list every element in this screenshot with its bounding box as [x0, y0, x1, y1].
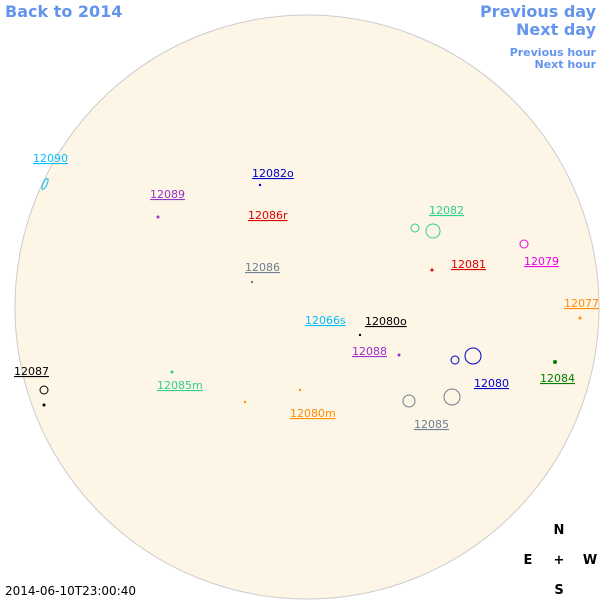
compass-n: N — [554, 523, 565, 538]
region-link[interactable]: 12088 — [352, 345, 387, 358]
dots — [42, 183, 582, 407]
region-link[interactable]: 12085 — [414, 418, 449, 431]
region-link[interactable]: 12089 — [150, 188, 185, 201]
spot — [410, 223, 420, 233]
spot — [402, 394, 416, 408]
dot — [258, 183, 262, 187]
spot — [443, 388, 461, 406]
spot — [450, 355, 460, 365]
dot — [397, 353, 401, 357]
spot — [519, 239, 529, 249]
compass-w: W — [583, 553, 597, 568]
compass-center: + — [554, 553, 565, 568]
region-link[interactable]: 12080o — [365, 315, 407, 328]
back-link[interactable]: Back to 2014 — [5, 2, 122, 21]
region-link[interactable]: 12090 — [33, 152, 68, 165]
region-link[interactable]: 12081 — [451, 258, 486, 271]
next-hour-link[interactable]: Next hour — [535, 58, 597, 71]
spot — [464, 347, 482, 365]
timestamp: 2014-06-10T23:00:40 — [5, 584, 136, 598]
dot — [578, 316, 582, 320]
next-day-link[interactable]: Next day — [516, 20, 597, 39]
dot — [42, 403, 46, 407]
dot — [170, 370, 174, 374]
dot — [243, 400, 247, 404]
region-link[interactable]: 12086r — [248, 209, 288, 222]
previous-hour-link[interactable]: Previous hour — [510, 46, 597, 59]
compass-s: S — [554, 583, 563, 598]
region-link[interactable]: 12080m — [290, 407, 336, 420]
dot — [156, 215, 160, 219]
spots — [39, 177, 529, 408]
dot — [250, 280, 254, 284]
spot — [41, 177, 49, 191]
dot — [358, 333, 362, 337]
spot — [425, 223, 441, 239]
region-link[interactable]: 12086 — [245, 261, 280, 274]
dot — [553, 360, 557, 364]
compass-e: E — [524, 553, 533, 568]
previous-day-link[interactable]: Previous day — [480, 2, 597, 21]
dot — [298, 388, 302, 392]
region-link[interactable]: 12087 — [14, 365, 49, 378]
region-link[interactable]: 12082 — [429, 204, 464, 217]
region-link[interactable]: 12085m — [157, 379, 203, 392]
dot — [430, 268, 434, 272]
region-link[interactable]: 12066s — [305, 314, 346, 327]
region-link[interactable]: 12082o — [252, 167, 294, 180]
spot — [39, 385, 49, 395]
region-link[interactable]: 12077 — [564, 297, 599, 310]
solar-disk — [14, 14, 600, 600]
region-link[interactable]: 12084 — [540, 372, 575, 385]
region-link[interactable]: 12079 — [524, 255, 559, 268]
region-link[interactable]: 12080 — [474, 377, 509, 390]
